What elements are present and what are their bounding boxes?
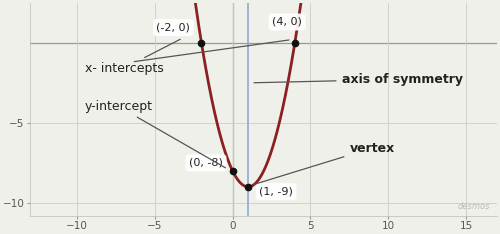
Text: vertex: vertex bbox=[254, 142, 394, 184]
Text: (0, -8): (0, -8) bbox=[189, 158, 223, 168]
Text: x- intercepts: x- intercepts bbox=[84, 39, 180, 75]
Text: (1, -9): (1, -9) bbox=[259, 187, 293, 197]
Text: (-2, 0): (-2, 0) bbox=[156, 23, 190, 33]
Text: y-intercept: y-intercept bbox=[84, 100, 226, 168]
Text: axis of symmetry: axis of symmetry bbox=[254, 73, 462, 86]
Text: (4, 0): (4, 0) bbox=[272, 17, 302, 27]
Text: desmos: desmos bbox=[458, 202, 490, 211]
